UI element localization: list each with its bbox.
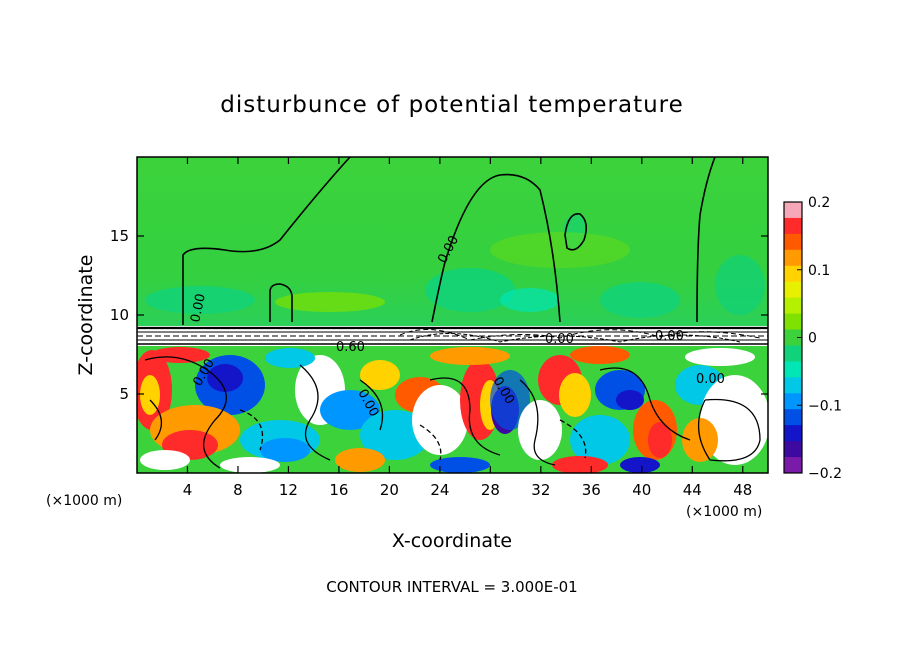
x-tick-label: 40 [632, 481, 651, 499]
colorbar-swatch [784, 393, 802, 410]
x-tick-label: 20 [380, 481, 399, 499]
upper-field-patches [145, 214, 765, 318]
colorbar-swatch [784, 233, 802, 251]
colorbar-swatch [784, 425, 802, 442]
lower-field [137, 346, 768, 473]
contour-label: 0.00 [545, 332, 574, 347]
x-unit-label-left: (×1000 m) [46, 493, 122, 509]
x-axis-ticks: 4 8 12 16 20 24 28 32 36 40 44 48 [183, 157, 752, 499]
y-tick-label: 15 [110, 227, 129, 245]
x-axis-title: X-coordinate [392, 530, 512, 552]
colorbar-swatch [784, 281, 802, 299]
colorbar-swatch [784, 265, 802, 283]
x-tick-label: 12 [279, 481, 298, 499]
colorbar-ticks: 0.2 0.1 0 −0.1 −0.2 [797, 195, 842, 482]
y-tick-label: 10 [110, 306, 129, 324]
colorbar-tick-label: 0.2 [808, 195, 830, 211]
colorbar-swatch [784, 409, 802, 426]
colorbar [783, 201, 803, 474]
chart-title: disturbunce of potential temperature [220, 92, 684, 118]
colorbar-swatch [784, 441, 802, 458]
x-tick-label: 36 [582, 481, 601, 499]
colorbar-swatch [784, 217, 802, 235]
y-axis-title: Z-coordinate [75, 255, 97, 376]
x-tick-label: 4 [183, 481, 193, 499]
x-tick-label: 16 [329, 481, 348, 499]
upper-contours [182, 157, 716, 325]
colorbar-swatch [784, 202, 802, 219]
colorbar-swatch [784, 361, 802, 378]
x-tick-label: 32 [531, 481, 550, 499]
colorbar-swatch [784, 249, 802, 267]
colorbar-swatch [784, 313, 802, 331]
plot-area [137, 157, 768, 473]
contour-label: 0.00 [188, 292, 209, 323]
contour-interval-note: CONTOUR INTERVAL = 3.000E-01 [326, 578, 577, 596]
colorbar-swatch [784, 377, 802, 394]
colorbar-tick-label: −0.1 [808, 398, 842, 414]
y-tick-label: 5 [119, 385, 129, 403]
colorbar-tick-label: 0.1 [808, 263, 830, 279]
colorbar-swatch [784, 457, 802, 474]
y-axis-ticks: 5 10 15 [110, 227, 768, 403]
band-contours [137, 326, 768, 345]
x-tick-label: 48 [733, 481, 752, 499]
colorbar-tick-label: −0.2 [808, 466, 842, 482]
x-unit-label-right: (×1000 m) [686, 504, 762, 520]
contour-label: 0.00 [696, 372, 725, 387]
x-tick-label: 44 [683, 481, 702, 499]
contour-label: 0.60 [336, 340, 365, 355]
x-tick-label: 8 [233, 481, 243, 499]
contour-label: 0.00 [655, 329, 684, 344]
lower-contours [144, 356, 761, 469]
x-tick-label: 24 [430, 481, 449, 499]
colorbar-swatch [784, 329, 802, 346]
colorbar-swatch [784, 297, 802, 315]
x-tick-label: 28 [481, 481, 500, 499]
colorbar-tick-label: 0 [808, 331, 817, 347]
colorbar-swatch [784, 345, 802, 362]
